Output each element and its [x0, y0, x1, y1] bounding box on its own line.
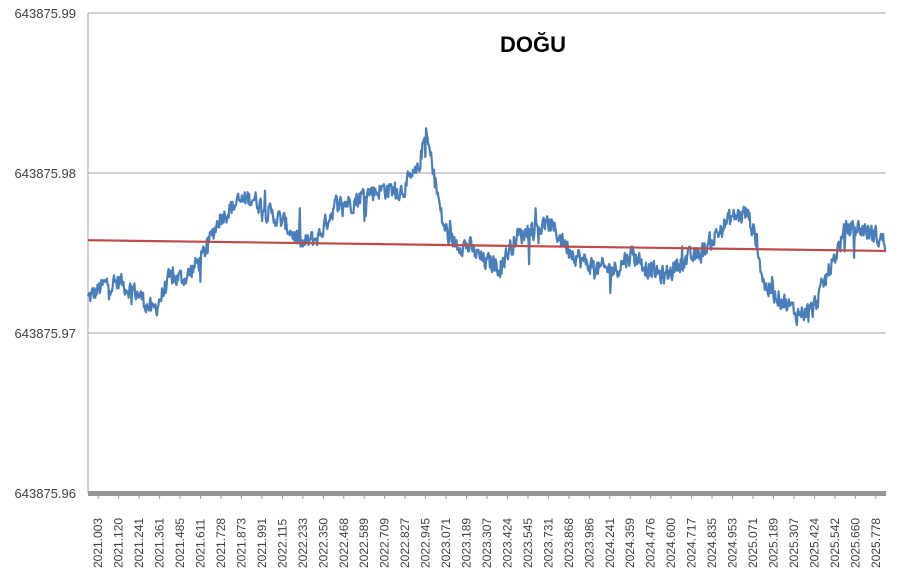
- x-tick-label: 2025.424: [807, 518, 821, 568]
- x-tick-label: 2022.468: [337, 518, 351, 568]
- x-tick-label: 2025.660: [848, 518, 862, 568]
- x-tick-label: 2023.189: [460, 518, 474, 568]
- x-tick-label: 2022.945: [419, 518, 433, 568]
- x-tick-label: 2025.778: [869, 518, 883, 568]
- x-tick-label: 2022.709: [378, 518, 392, 568]
- x-tick-label: 2022.589: [357, 518, 371, 568]
- x-tick-label: 2024.476: [644, 518, 658, 568]
- x-tick-label: 2023.307: [480, 518, 494, 568]
- y-tick-label: 643875.96: [15, 486, 76, 501]
- x-tick-label: 2021.361: [153, 518, 167, 568]
- x-tick-label: 2023.986: [582, 518, 596, 568]
- trend-line: [87, 239, 887, 253]
- x-tick-label: 2023.545: [521, 518, 535, 568]
- y-tick-label: 643875.97: [15, 326, 76, 341]
- x-tick-label: 2022.350: [316, 518, 330, 568]
- x-tick-label: 2025.189: [766, 518, 780, 568]
- x-tick-label: 2021.991: [255, 518, 269, 568]
- x-tick-label: 2024.717: [685, 518, 699, 568]
- data-series-line: [86, 127, 887, 327]
- x-tick-label: 2024.953: [726, 518, 740, 568]
- x-axis-line: [88, 491, 886, 496]
- x-tick-label: 2021.611: [194, 519, 208, 568]
- x-tick-label: 2021.003: [91, 518, 105, 568]
- x-tick-label: 2021.485: [173, 518, 187, 568]
- y-tick-label: 643875.99: [15, 6, 76, 21]
- chart-title: DOĞU: [500, 32, 566, 57]
- x-tick-label: 2024.835: [705, 518, 719, 568]
- x-tick-label: 2023.868: [562, 518, 576, 568]
- x-tick-label: 2025.542: [828, 518, 842, 568]
- x-tick-label: 2021.120: [112, 518, 126, 568]
- x-tick-label: 2024.359: [623, 518, 637, 568]
- x-tick-label: 2025.307: [787, 518, 801, 568]
- x-tick-label: 2025.071: [746, 518, 760, 568]
- x-tick-label: 2023.424: [500, 518, 514, 568]
- x-tick-label: 2024.600: [664, 518, 678, 568]
- x-tick-label: 2021.728: [214, 518, 228, 568]
- x-tick-label: 2023.071: [439, 518, 453, 568]
- x-tick-label: 2024.241: [603, 518, 617, 568]
- x-tick-label: 2021.241: [132, 518, 146, 568]
- plot-area: 643875.99 643875.98 643875.97 643875.96 2021…: [15, 6, 887, 568]
- x-tick-label: 2022.827: [398, 518, 412, 568]
- x-tick-label: 2021.873: [234, 518, 248, 568]
- y-tick-label: 643875.98: [15, 166, 76, 181]
- x-tick-label: 2022.115: [275, 519, 289, 568]
- x-tick-label: 2022.233: [296, 518, 310, 568]
- x-tick-label: 2023.731: [541, 518, 555, 568]
